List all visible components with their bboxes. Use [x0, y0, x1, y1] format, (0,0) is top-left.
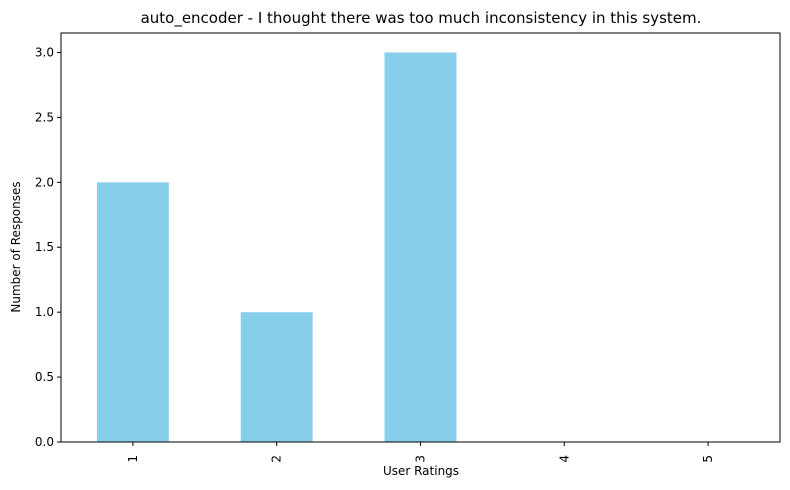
y-tick-label: 3.0 [35, 45, 54, 59]
x-tick-label: 1 [126, 455, 140, 463]
y-tick-label: 1.0 [35, 305, 54, 319]
x-tick-label: 5 [701, 455, 715, 463]
x-axis-ticks: 1 2 3 4 5 [126, 442, 715, 463]
x-tick-label: 4 [557, 455, 571, 463]
x-tick-label: 3 [414, 455, 428, 463]
y-tick-label: 1.5 [35, 240, 54, 254]
bar-rating-3 [384, 52, 457, 442]
bars [96, 52, 457, 443]
bar-rating-1 [96, 182, 169, 443]
y-tick-label: 0.5 [35, 370, 54, 384]
y-axis-label: Number of Responses [9, 181, 23, 312]
y-tick-label: 0.0 [35, 435, 54, 449]
y-tick-label: 2.5 [35, 110, 54, 124]
y-axis-ticks: 0.0 0.5 1.0 1.5 2.0 2.5 3.0 [35, 45, 61, 449]
x-axis-label: User Ratings [383, 464, 459, 478]
x-tick-label: 2 [270, 455, 284, 463]
chart-title: auto_encoder - I thought there was too m… [141, 9, 702, 28]
plot-frame [60, 32, 781, 443]
bar-rating-2 [240, 312, 313, 442]
y-tick-label: 2.0 [35, 175, 54, 189]
